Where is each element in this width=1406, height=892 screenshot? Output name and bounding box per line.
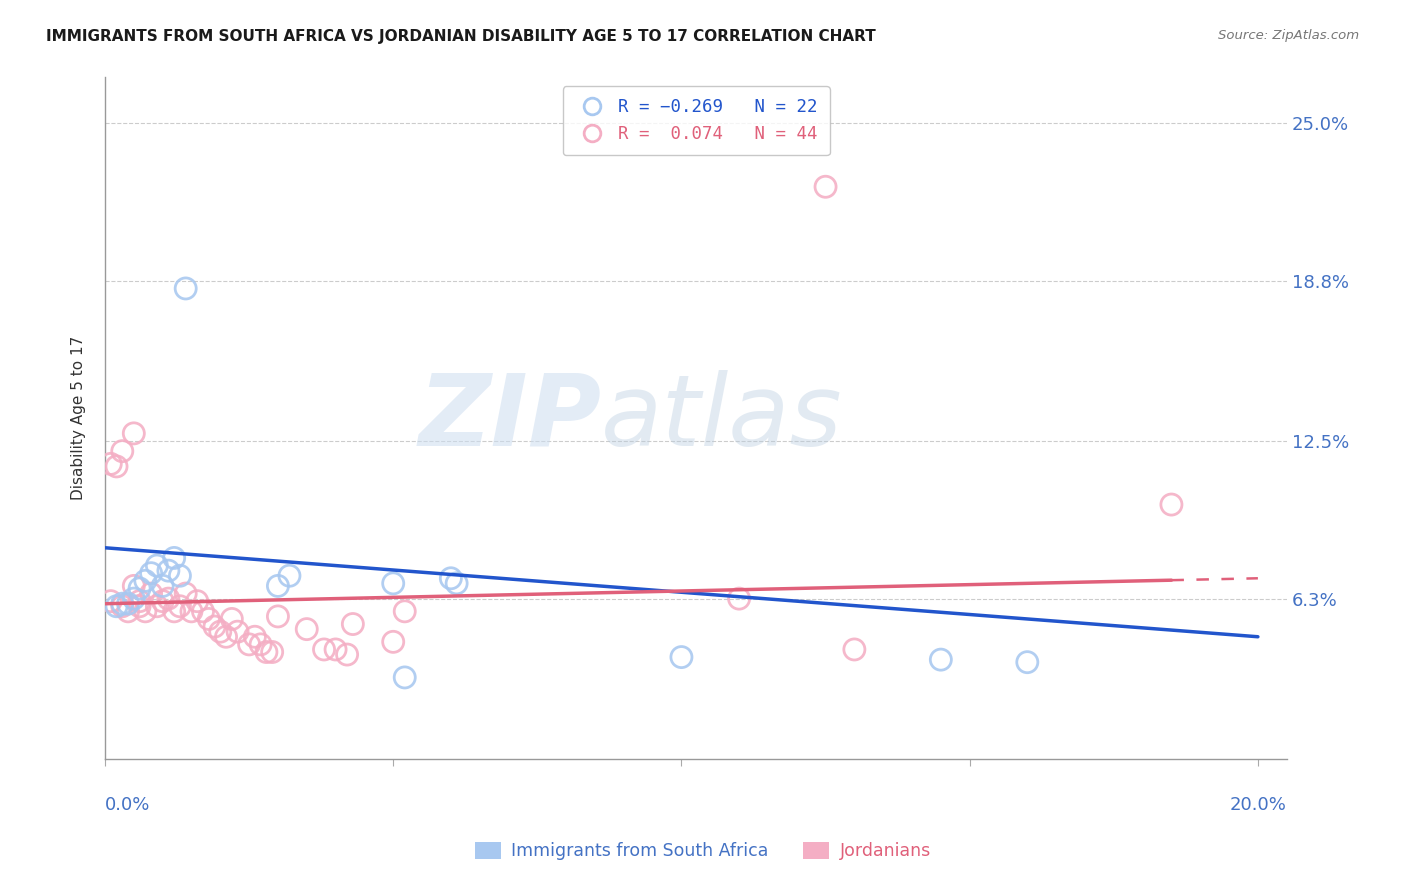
Point — [163, 604, 186, 618]
Point — [254, 645, 277, 659]
Point — [215, 630, 238, 644]
Point — [197, 612, 219, 626]
Point — [139, 586, 162, 600]
Point — [122, 426, 145, 441]
Point — [1017, 655, 1039, 669]
Point — [169, 568, 191, 582]
Point — [152, 594, 174, 608]
Point — [814, 179, 837, 194]
Point — [100, 457, 122, 471]
Point — [204, 619, 226, 633]
Point — [249, 637, 271, 651]
Point — [312, 642, 335, 657]
Point — [146, 599, 169, 614]
Point — [267, 579, 290, 593]
Point — [111, 597, 134, 611]
Text: ZIP: ZIP — [419, 369, 602, 467]
Text: atlas: atlas — [602, 369, 844, 467]
Point — [105, 459, 128, 474]
Point — [209, 624, 232, 639]
Point — [134, 574, 156, 588]
Legend: Immigrants from South Africa, Jordanians: Immigrants from South Africa, Jordanians — [468, 835, 938, 867]
Point — [278, 568, 301, 582]
Point — [100, 594, 122, 608]
Point — [728, 591, 751, 606]
Point — [122, 579, 145, 593]
Point — [111, 599, 134, 614]
Legend: R = −0.269   N = 22, R =  0.074   N = 44: R = −0.269 N = 22, R = 0.074 N = 44 — [562, 87, 830, 155]
Point — [117, 604, 139, 618]
Point — [122, 591, 145, 606]
Point — [174, 586, 197, 600]
Point — [134, 604, 156, 618]
Text: 0.0%: 0.0% — [105, 797, 150, 814]
Point — [342, 617, 364, 632]
Point — [446, 576, 468, 591]
Point — [146, 558, 169, 573]
Point — [929, 652, 952, 666]
Point — [105, 599, 128, 614]
Point — [128, 582, 150, 596]
Point — [163, 550, 186, 565]
Text: 20.0%: 20.0% — [1230, 797, 1286, 814]
Point — [382, 576, 405, 591]
Point — [325, 642, 347, 657]
Point — [128, 599, 150, 614]
Point — [440, 571, 463, 585]
Y-axis label: Disability Age 5 to 17: Disability Age 5 to 17 — [72, 336, 86, 500]
Point — [191, 604, 214, 618]
Point — [336, 648, 359, 662]
Point — [1160, 498, 1182, 512]
Point — [169, 599, 191, 614]
Point — [111, 444, 134, 458]
Point — [671, 650, 693, 665]
Point — [262, 645, 284, 659]
Point — [128, 594, 150, 608]
Point — [157, 591, 180, 606]
Point — [117, 597, 139, 611]
Text: IMMIGRANTS FROM SOUTH AFRICA VS JORDANIAN DISABILITY AGE 5 TO 17 CORRELATION CHA: IMMIGRANTS FROM SOUTH AFRICA VS JORDANIA… — [46, 29, 876, 45]
Point — [844, 642, 866, 657]
Point — [394, 670, 416, 684]
Point — [139, 566, 162, 581]
Point — [243, 630, 266, 644]
Point — [157, 564, 180, 578]
Point — [221, 612, 243, 626]
Point — [152, 579, 174, 593]
Point — [295, 622, 318, 636]
Point — [226, 624, 249, 639]
Point — [186, 594, 208, 608]
Point — [180, 604, 202, 618]
Point — [174, 281, 197, 295]
Text: Source: ZipAtlas.com: Source: ZipAtlas.com — [1219, 29, 1360, 43]
Point — [267, 609, 290, 624]
Point — [382, 635, 405, 649]
Point — [394, 604, 416, 618]
Point — [238, 637, 260, 651]
